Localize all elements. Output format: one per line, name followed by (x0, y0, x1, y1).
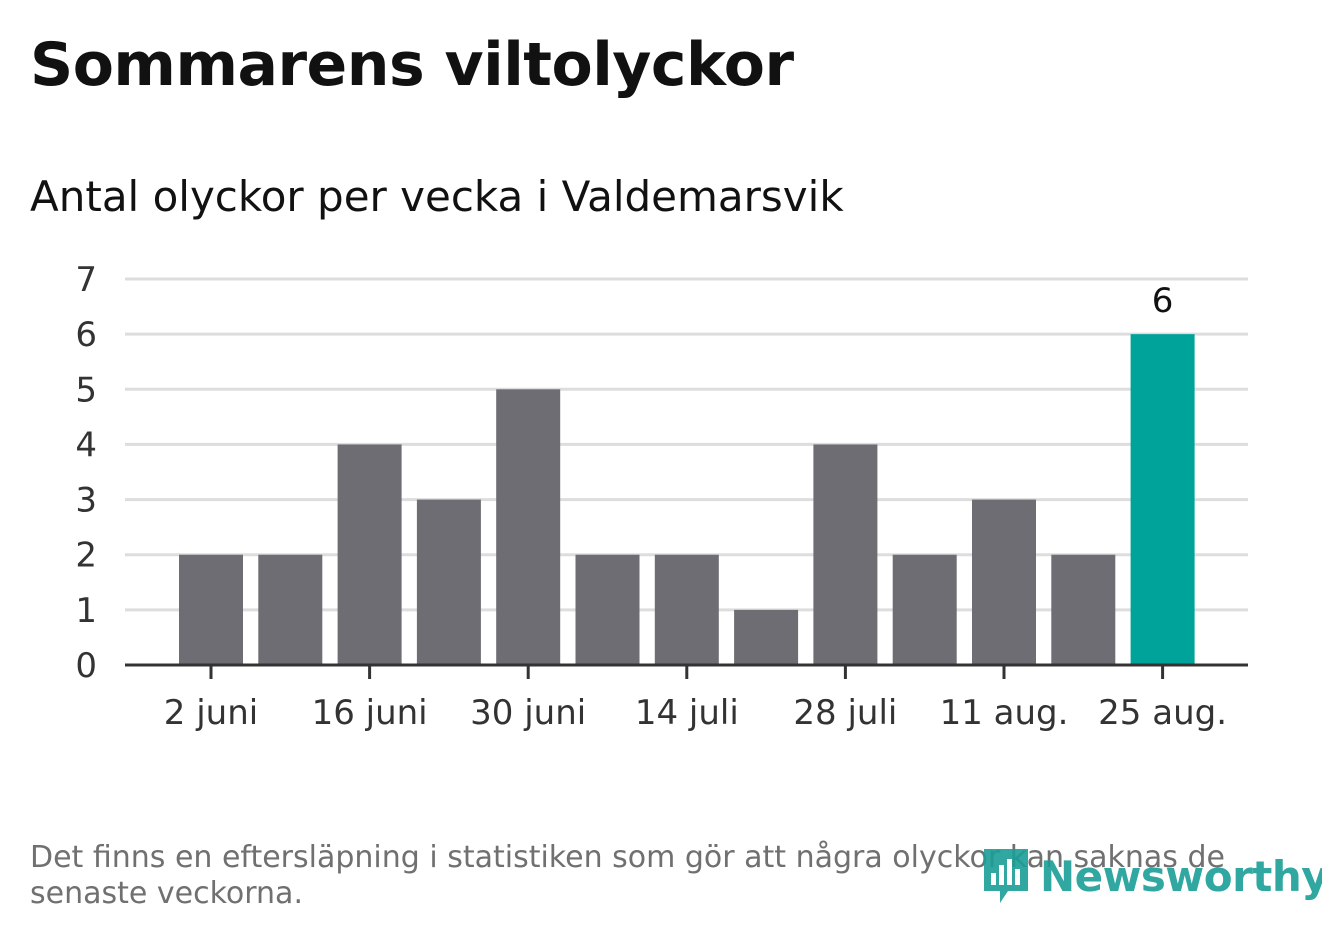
bars (179, 334, 1195, 665)
bar (1051, 554, 1116, 665)
y-axis-ticks: 0 1 2 3 4 5 6 7 (75, 260, 97, 686)
chart-subtitle: Antal olyckor per vecka i Valdemarsvik (30, 172, 844, 221)
y-tick-label: 4 (75, 425, 97, 465)
y-tick-label: 1 (75, 591, 97, 631)
logo-text: Newsworthy (1040, 851, 1322, 901)
x-tick-label: 14 juli (635, 693, 739, 733)
x-tick-label: 2 juni (164, 693, 258, 733)
x-tick-label: 25 aug. (1098, 693, 1227, 733)
y-tick-label: 7 (75, 260, 97, 300)
y-tick-label: 3 (75, 481, 97, 521)
bar (496, 389, 561, 665)
chart-title: Sommarens viltolyckor (30, 30, 794, 100)
x-tick-label: 30 juni (470, 693, 586, 733)
bar (179, 554, 243, 665)
x-tick-label: 28 juli (793, 693, 897, 733)
y-tick-label: 2 (75, 536, 97, 576)
y-tick-label: 6 (75, 315, 97, 355)
y-tick-label: 5 (75, 370, 97, 410)
bar (1130, 334, 1195, 665)
bar (337, 444, 402, 665)
bar (972, 499, 1036, 665)
y-tick-label: 0 (75, 646, 97, 686)
bar (416, 499, 481, 665)
bar (258, 554, 323, 665)
bar-value-label: 6 (1152, 281, 1174, 321)
bar (575, 554, 640, 665)
bar-chart: 0 1 2 3 4 5 6 7 2 juni 16 juni 30 juni 14 juli 28 j… (75, 260, 1248, 733)
x-tick-label: 16 juni (312, 693, 428, 733)
x-tick-label: 11 aug. (940, 693, 1069, 733)
bar (813, 444, 878, 665)
x-axis-ticks: 2 juni 16 juni 30 juni 14 juli 28 juli 11 aug… (164, 665, 1227, 733)
bar (734, 609, 799, 665)
bar (892, 554, 957, 665)
newsworthy-logo: Newsworthy (980, 845, 1322, 907)
bar-labels: 6 (1152, 281, 1174, 321)
bar-chart-speech-bubble-icon (984, 849, 1028, 903)
bar (654, 554, 719, 665)
